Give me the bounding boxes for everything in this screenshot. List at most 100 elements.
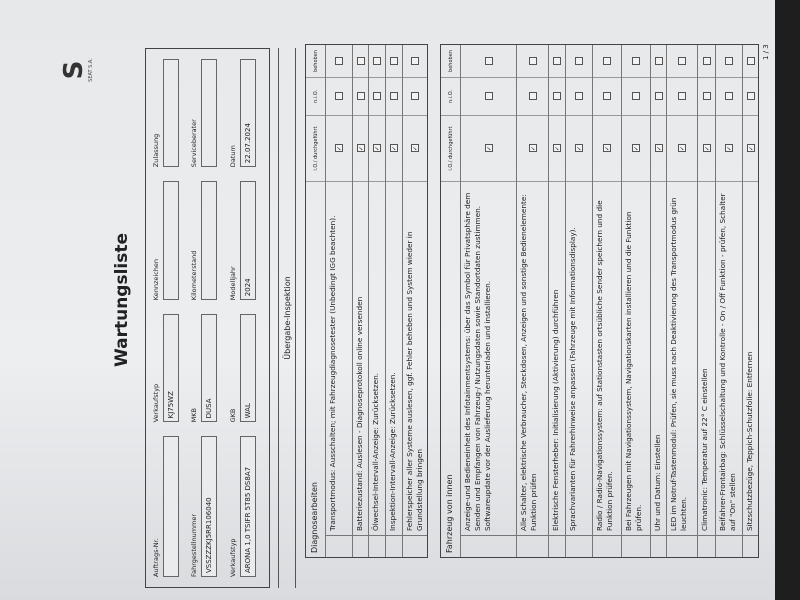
io-checkbox[interactable]: ✓ xyxy=(553,144,561,153)
field-value[interactable] xyxy=(163,181,179,301)
header-field: Verkaufstyp KJ75WZ xyxy=(152,314,186,423)
nio-checkbox[interactable] xyxy=(746,92,755,101)
row-text: Beifahrer-Frontairbag: Schlüsselschaltun… xyxy=(716,181,742,535)
nio-checkbox[interactable] xyxy=(390,92,398,101)
header-field: Kennzeichen xyxy=(152,181,186,301)
field-label: Kennzeichen xyxy=(152,258,160,301)
behoben-checkbox[interactable] xyxy=(678,57,686,65)
row-marker xyxy=(716,535,742,557)
table-row: LED im Notruf-Tastenmodul: Prüfen, sie m… xyxy=(666,45,697,557)
row-text: Batteriezustand: Auslesen - Diagnoseprot… xyxy=(353,181,368,535)
field-label: Serviceberater xyxy=(190,119,199,168)
header-field: Fahrgestellnummer VSSZZZKJ5RR106040 xyxy=(190,436,224,577)
table-row: Bei Fahrzeugen mit Navigationssystem, Na… xyxy=(621,45,650,557)
header-field: MKB DUSA xyxy=(190,314,224,423)
table-row: Fehlerspeicher aller Systeme auslesen, g… xyxy=(402,45,427,557)
nio-checkbox[interactable] xyxy=(632,92,640,101)
io-checkbox[interactable]: ✓ xyxy=(632,144,640,153)
nio-checkbox[interactable] xyxy=(335,92,343,101)
field-value[interactable]: DUSA xyxy=(201,314,218,423)
behoben-checkbox[interactable] xyxy=(746,57,755,65)
io-checkbox[interactable]: ✓ xyxy=(528,144,537,153)
io-checkbox[interactable]: ✓ xyxy=(725,144,733,153)
nio-checkbox[interactable] xyxy=(484,92,493,101)
behoben-checkbox[interactable] xyxy=(725,57,733,65)
nio-checkbox[interactable] xyxy=(410,92,419,101)
header-field: Serviceberater xyxy=(190,59,224,168)
table-row: Batteriezustand: Auslesen - Diagnoseprot… xyxy=(352,45,368,557)
nio-checkbox[interactable] xyxy=(575,92,583,101)
nio-checkbox[interactable] xyxy=(553,92,561,101)
field-value[interactable] xyxy=(163,436,179,577)
behoben-checkbox[interactable] xyxy=(484,57,493,65)
io-checkbox[interactable]: ✓ xyxy=(603,144,611,153)
behoben-checkbox[interactable] xyxy=(575,57,583,65)
io-checkbox[interactable]: ✓ xyxy=(654,144,663,153)
vehicle-info-box: Auftrags-Nr. Verkaufstyp KJ75WZ Kennzeichen… xyxy=(145,48,270,588)
field-value[interactable] xyxy=(163,59,179,168)
field-value[interactable]: ARONA 1,0 TSIFR 5T85 DS8A7 xyxy=(239,436,256,577)
field-value[interactable]: VSSZZZKJ5RR106040 xyxy=(201,436,218,577)
row-marker xyxy=(651,535,666,557)
behoben-checkbox[interactable] xyxy=(410,57,419,65)
field-value[interactable]: 2024 xyxy=(239,181,256,301)
nio-checkbox[interactable] xyxy=(528,92,537,101)
row-marker xyxy=(622,535,650,557)
header-field: Modelljahr 2024 xyxy=(229,181,263,301)
row-text: Sprachvarianten für Fahrerhinweise anpas… xyxy=(566,181,592,535)
io-checkbox[interactable]: ✓ xyxy=(484,144,493,153)
row-marker xyxy=(549,535,565,557)
behoben-checkbox[interactable] xyxy=(335,57,343,65)
field-label: Fahrgestellnummer xyxy=(190,513,199,577)
row-text: Transportmodus: Ausschalten; mit Fahrzeu… xyxy=(326,181,352,535)
table-row: Beifahrer-Frontairbag: Schlüsselschaltun… xyxy=(715,45,742,557)
table-row: Ölwechsel-Intervall-Anzeige: Zurücksetze… xyxy=(368,45,385,557)
row-text: Sitzschutzbezüge, Teppich-Schutzfolie: E… xyxy=(743,181,758,535)
diagnose-table: Diagnosearbeiten i.O./ durchgeführt n.i.O.… xyxy=(305,44,428,558)
header-field: Verkaufstyp ARONA 1,0 TSIFR 5T85 DS8A7 xyxy=(229,436,263,577)
behoben-checkbox[interactable] xyxy=(702,57,711,65)
io-checkbox[interactable]: ✓ xyxy=(702,144,711,153)
behoben-checkbox[interactable] xyxy=(553,57,561,65)
io-checkbox[interactable]: ✓ xyxy=(390,144,398,153)
section-title: Übergabe-Inspektion xyxy=(278,48,296,588)
field-label: Verkaufstyp xyxy=(228,538,237,577)
nio-checkbox[interactable] xyxy=(678,92,686,101)
io-checkbox[interactable]: ✓ xyxy=(373,144,381,153)
column-behoben: behoben xyxy=(312,50,319,72)
io-checkbox[interactable]: ✓ xyxy=(575,144,583,153)
behoben-checkbox[interactable] xyxy=(528,57,537,65)
nio-checkbox[interactable] xyxy=(356,92,365,101)
nio-checkbox[interactable] xyxy=(654,92,663,101)
io-checkbox[interactable]: ✓ xyxy=(746,144,755,153)
behoben-checkbox[interactable] xyxy=(603,57,611,65)
field-value[interactable] xyxy=(201,181,218,301)
field-label: Auftrags-Nr. xyxy=(152,538,160,577)
io-checkbox[interactable]: ✓ xyxy=(410,144,419,153)
behoben-checkbox[interactable] xyxy=(390,57,398,65)
row-marker xyxy=(403,535,427,557)
brand-label: SEAT S.A. xyxy=(88,58,94,82)
field-value[interactable]: 22.07.2024 xyxy=(239,59,256,168)
behoben-checkbox[interactable] xyxy=(373,57,381,65)
table-row: Sitzschutzbezüge, Teppich-Schutzfolie: E… xyxy=(742,45,758,557)
nio-checkbox[interactable] xyxy=(725,92,733,101)
io-checkbox[interactable]: ✓ xyxy=(335,144,343,153)
io-checkbox[interactable]: ✓ xyxy=(678,144,686,153)
field-value[interactable] xyxy=(201,59,218,168)
field-value[interactable]: WAL xyxy=(239,314,256,423)
row-marker xyxy=(566,535,592,557)
table-row: Uhr und Datum: Einstellen ✓ xyxy=(650,45,666,557)
field-value[interactable]: KJ75WZ xyxy=(163,314,179,423)
seat-logo: S SEAT S.A. xyxy=(59,50,94,90)
table-row: Radio / Radio-Navigationssystem: auf Sta… xyxy=(592,45,621,557)
behoben-checkbox[interactable] xyxy=(654,57,663,65)
nio-checkbox[interactable] xyxy=(373,92,381,101)
behoben-checkbox[interactable] xyxy=(632,57,640,65)
nio-checkbox[interactable] xyxy=(702,92,711,101)
behoben-checkbox[interactable] xyxy=(356,57,365,65)
row-text: Ölwechsel-Intervall-Anzeige: Zurücksetze… xyxy=(369,181,385,535)
io-checkbox[interactable]: ✓ xyxy=(356,144,365,153)
nio-checkbox[interactable] xyxy=(603,92,611,101)
row-text: Bei Fahrzeugen mit Navigationssystem, Na… xyxy=(622,181,650,535)
